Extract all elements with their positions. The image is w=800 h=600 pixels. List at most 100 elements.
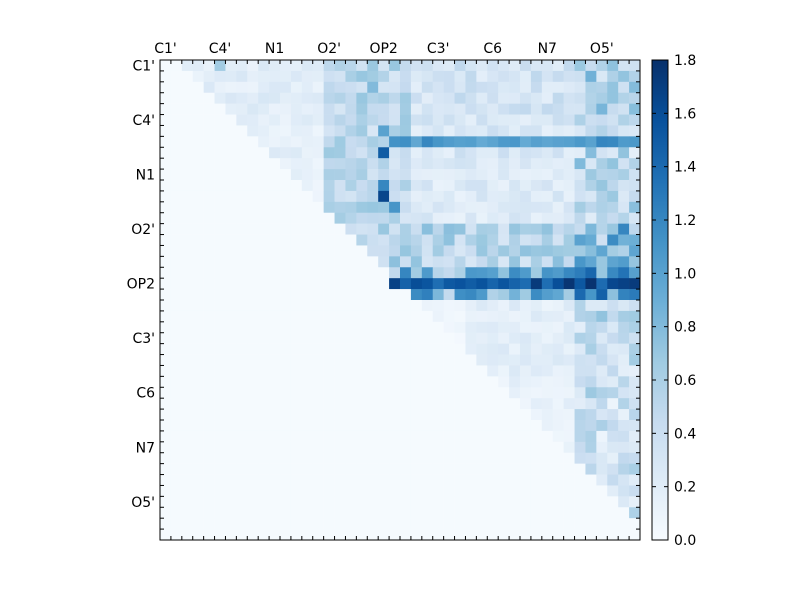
heatmap-cell — [400, 103, 412, 115]
heatmap-cell — [465, 180, 477, 192]
heatmap-cell — [585, 245, 597, 257]
heatmap-cell — [389, 147, 401, 159]
heatmap-cell — [585, 92, 597, 104]
heatmap-cell — [487, 441, 499, 454]
heatmap-cell — [214, 114, 226, 126]
heatmap-cell — [345, 354, 357, 366]
heatmap-cell — [400, 376, 412, 388]
heatmap-cell — [498, 278, 510, 290]
heatmap-cell — [443, 441, 455, 454]
heatmap-cell — [607, 409, 619, 421]
heatmap-cell — [269, 507, 281, 519]
heatmap-cell — [258, 365, 270, 377]
heatmap-cell — [541, 81, 554, 94]
heatmap-cell — [487, 114, 499, 126]
heatmap-cell — [476, 267, 488, 279]
heatmap-cell — [432, 376, 444, 388]
heatmap-cell — [312, 81, 324, 94]
heatmap-cell — [443, 387, 455, 399]
heatmap-cell — [312, 245, 324, 257]
heatmap-cell — [236, 147, 248, 159]
heatmap-cell — [214, 245, 226, 257]
heatmap-cell — [530, 245, 543, 257]
heatmap-cell — [345, 474, 357, 486]
heatmap-cell — [541, 332, 554, 344]
heatmap-cell — [290, 114, 303, 126]
x-tick-label: O5' — [590, 41, 614, 57]
heatmap-cell — [367, 278, 379, 290]
heatmap-cell — [236, 70, 248, 83]
heatmap-cell — [345, 452, 357, 464]
heatmap-cell — [203, 365, 215, 377]
heatmap-cell — [530, 180, 543, 192]
heatmap-cell — [498, 343, 510, 355]
heatmap-cell — [160, 430, 172, 443]
heatmap-cell — [400, 114, 412, 126]
heatmap-cell — [410, 300, 423, 312]
heatmap-cell — [170, 518, 183, 530]
heatmap-cell — [465, 245, 477, 257]
heatmap-cell — [192, 409, 204, 421]
heatmap-cell — [585, 474, 597, 486]
heatmap-cell — [421, 256, 434, 268]
heatmap-cell — [509, 180, 521, 192]
heatmap-cell — [563, 201, 575, 214]
heatmap-cell — [454, 441, 466, 454]
heatmap-cell — [367, 518, 379, 530]
heatmap-cell — [312, 256, 324, 268]
heatmap-cell — [629, 441, 641, 454]
heatmap-cell — [160, 256, 172, 268]
heatmap-cell — [410, 387, 423, 399]
heatmap-cell — [476, 332, 488, 344]
heatmap-cell — [181, 212, 194, 224]
heatmap-cell — [378, 234, 390, 246]
heatmap-cell — [367, 321, 379, 334]
heatmap-cell — [454, 92, 466, 104]
heatmap-cell — [520, 180, 532, 192]
x-tick-label: C1' — [154, 41, 177, 57]
heatmap-cell — [269, 518, 281, 530]
heatmap-cell — [334, 147, 346, 159]
heatmap-cell — [596, 60, 608, 72]
heatmap-cell — [476, 496, 488, 508]
heatmap-cell — [290, 343, 303, 355]
heatmap-cell — [345, 234, 357, 246]
heatmap-cell — [378, 321, 390, 334]
heatmap-cell — [389, 169, 401, 181]
heatmap-cell — [618, 234, 630, 246]
heatmap-cell — [421, 267, 434, 279]
heatmap-cell — [356, 518, 368, 530]
heatmap-cell — [629, 114, 641, 126]
heatmap-cell — [410, 136, 423, 148]
heatmap-cell — [607, 387, 619, 399]
heatmap-cell — [225, 452, 237, 464]
heatmap-cell — [160, 60, 172, 72]
heatmap-cell — [345, 321, 357, 334]
heatmap-cell — [443, 507, 455, 519]
heatmap-cell — [410, 180, 423, 192]
heatmap-cell — [301, 354, 314, 366]
heatmap-cell — [334, 398, 346, 410]
heatmap-cell — [498, 354, 510, 366]
heatmap-cell — [520, 332, 532, 344]
heatmap-cell — [258, 430, 270, 443]
heatmap-cell — [356, 158, 368, 170]
heatmap-cell — [181, 136, 194, 148]
heatmap-cell — [520, 60, 532, 72]
heatmap-cell — [410, 463, 423, 475]
heatmap-cell — [530, 463, 543, 475]
heatmap-cell — [410, 496, 423, 508]
heatmap-cell — [247, 452, 259, 464]
heatmap-cell — [247, 376, 259, 388]
heatmap-cell — [520, 321, 532, 334]
heatmap-cell — [367, 169, 379, 181]
heatmap-cell — [541, 485, 554, 497]
heatmap-cell — [563, 190, 575, 203]
heatmap-cell — [301, 169, 314, 181]
heatmap-cell — [203, 485, 215, 497]
heatmap-cell — [236, 256, 248, 268]
heatmap-cell — [160, 147, 172, 159]
heatmap-cell — [487, 245, 499, 257]
heatmap-cell — [585, 507, 597, 519]
heatmap-cell — [290, 136, 303, 148]
